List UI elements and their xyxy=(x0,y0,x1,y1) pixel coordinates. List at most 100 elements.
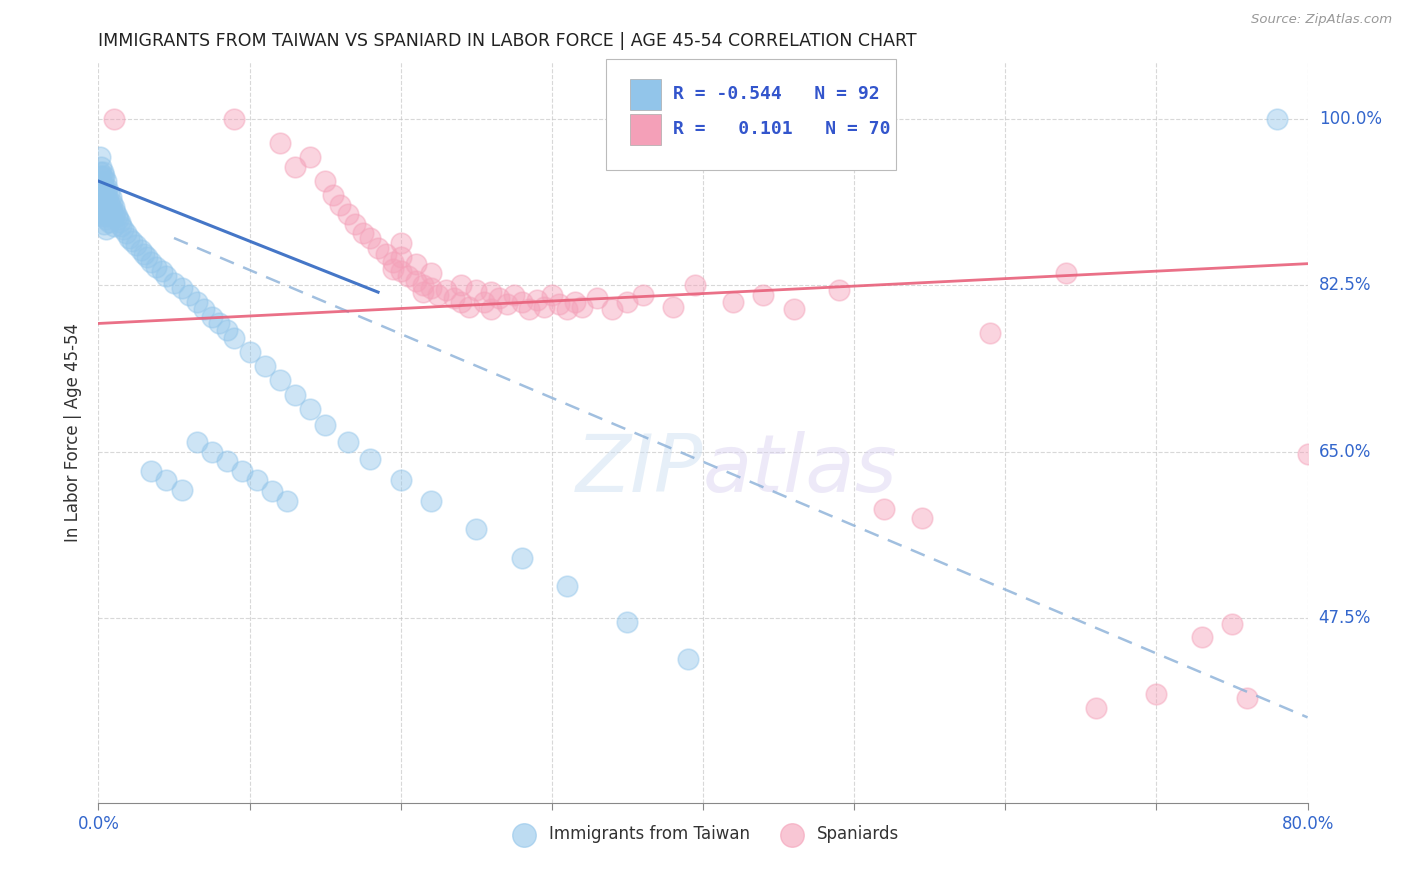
Point xyxy=(94,221,117,235)
Point xyxy=(98,195,121,210)
Point xyxy=(548,297,571,311)
Point xyxy=(1220,617,1243,632)
Point xyxy=(352,227,374,241)
Point xyxy=(135,250,157,264)
Point xyxy=(253,359,276,374)
Point xyxy=(239,345,262,359)
Point xyxy=(465,523,488,537)
Point xyxy=(533,301,555,315)
Point xyxy=(215,323,238,337)
Point xyxy=(125,237,148,252)
Point xyxy=(90,188,112,202)
Point xyxy=(91,180,114,194)
Point xyxy=(114,227,136,241)
Point xyxy=(262,484,284,499)
Point xyxy=(540,288,562,302)
Point xyxy=(100,209,122,223)
Point xyxy=(186,294,208,309)
Point xyxy=(389,473,412,487)
Point xyxy=(179,288,201,302)
Point xyxy=(510,294,533,309)
Point xyxy=(101,195,124,210)
Point xyxy=(110,219,132,233)
Point xyxy=(616,294,638,309)
Point xyxy=(91,190,114,204)
Point xyxy=(193,302,215,317)
Point xyxy=(91,164,114,178)
Point xyxy=(443,291,465,305)
Point xyxy=(150,264,173,278)
Point xyxy=(103,112,125,127)
Point xyxy=(481,285,503,300)
Point xyxy=(105,209,128,223)
Text: R = -0.544   N = 92: R = -0.544 N = 92 xyxy=(673,86,879,103)
Text: 82.5%: 82.5% xyxy=(1319,277,1371,294)
Point xyxy=(450,278,472,293)
Point xyxy=(215,454,238,468)
Point xyxy=(360,452,382,467)
Point xyxy=(141,464,163,478)
Point xyxy=(828,283,851,297)
Point xyxy=(420,494,443,508)
Point xyxy=(389,235,412,250)
Point xyxy=(89,174,111,188)
Point xyxy=(457,301,479,315)
Point xyxy=(873,501,896,516)
Point xyxy=(89,150,111,164)
Point xyxy=(224,331,246,345)
Point xyxy=(224,112,246,127)
Point xyxy=(1054,266,1077,280)
Point xyxy=(201,310,224,324)
Text: 47.5%: 47.5% xyxy=(1319,608,1371,627)
Point xyxy=(101,205,124,219)
Point xyxy=(510,550,533,565)
Point xyxy=(90,169,112,184)
Y-axis label: In Labor Force | Age 45-54: In Labor Force | Age 45-54 xyxy=(65,323,83,542)
Point xyxy=(465,283,488,297)
Point xyxy=(91,209,114,223)
Point xyxy=(389,264,412,278)
Point xyxy=(104,205,127,219)
Point xyxy=(91,171,114,186)
Point xyxy=(90,160,112,174)
Point xyxy=(107,212,129,227)
Point xyxy=(495,297,517,311)
Point xyxy=(93,178,115,193)
Point xyxy=(231,464,253,478)
Point xyxy=(98,205,121,219)
Legend: Immigrants from Taiwan, Spaniards: Immigrants from Taiwan, Spaniards xyxy=(501,819,905,850)
Text: R =   0.101   N = 70: R = 0.101 N = 70 xyxy=(673,120,890,138)
Point xyxy=(555,579,578,593)
Point xyxy=(685,278,707,293)
Point xyxy=(481,302,503,317)
Point xyxy=(108,215,131,229)
Point xyxy=(389,250,412,264)
Point xyxy=(129,244,152,258)
Point xyxy=(201,444,224,458)
Point xyxy=(412,278,434,293)
Text: 65.0%: 65.0% xyxy=(1319,442,1371,460)
Point xyxy=(526,293,548,307)
Point xyxy=(571,301,593,315)
Point xyxy=(661,301,683,315)
Point xyxy=(314,417,336,432)
Point xyxy=(103,200,125,214)
Point xyxy=(344,217,367,231)
Point xyxy=(269,373,291,387)
Point xyxy=(94,184,117,198)
Point xyxy=(155,473,177,487)
Point xyxy=(336,435,359,450)
Point xyxy=(111,221,134,235)
Point xyxy=(186,435,208,450)
Point xyxy=(427,288,450,302)
Point xyxy=(420,281,443,295)
Point xyxy=(911,511,934,525)
Point xyxy=(472,294,495,309)
Point xyxy=(329,198,352,212)
Text: 100.0%: 100.0% xyxy=(1319,111,1382,128)
Point xyxy=(155,268,177,283)
Point xyxy=(132,247,155,261)
Point xyxy=(96,180,118,194)
Point xyxy=(405,257,427,271)
Point xyxy=(1191,630,1213,644)
